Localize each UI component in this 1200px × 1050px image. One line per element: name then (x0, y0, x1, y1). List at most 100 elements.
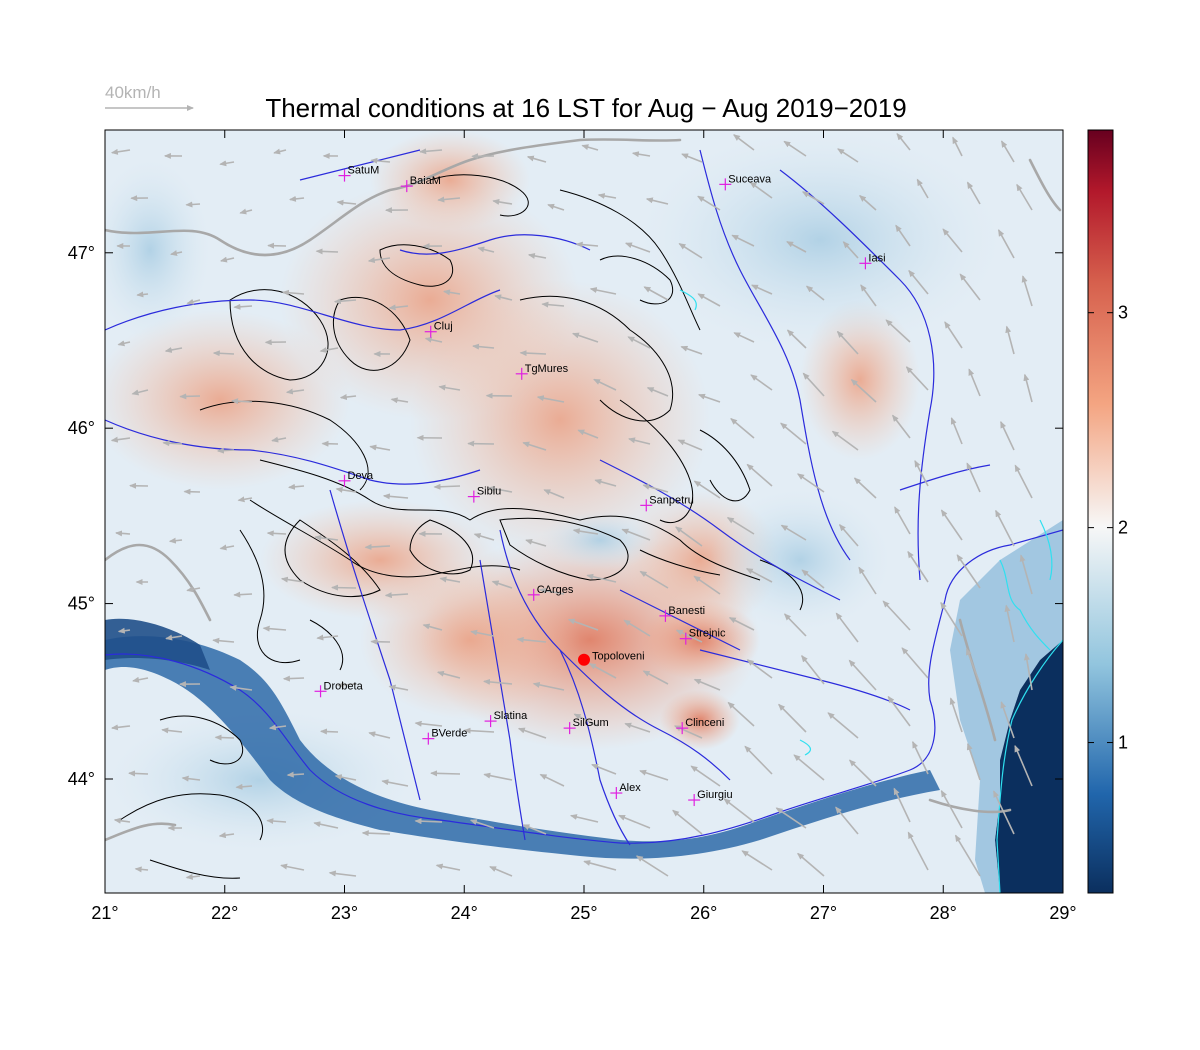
station-label: Sanpetru (649, 494, 694, 506)
station-marker: Deva (338, 470, 375, 487)
wind-arrow (492, 198, 513, 205)
wind-arrow (940, 601, 963, 637)
station-label: Clinceni (685, 717, 724, 729)
wind-arrow (132, 676, 149, 683)
wind-arrow (583, 860, 617, 871)
wind-arrow (128, 770, 149, 777)
x-tick-label: 25° (570, 903, 597, 923)
wind-arrow (643, 286, 669, 301)
x-tick-label: 22° (211, 903, 238, 923)
station-markers: SatuM BaiaM Suceava Iasi Cluj TgMures Deva Sibi… (314, 165, 886, 807)
y-tick-label: 44° (68, 769, 95, 789)
wind-arrow (1014, 744, 1033, 787)
wind-arrow (286, 771, 305, 778)
x-tick-label: 29° (1049, 903, 1076, 923)
wind-arrow (997, 229, 1015, 259)
wind-arrow (436, 670, 461, 679)
wind-arrow (572, 528, 599, 535)
wind-arrow (433, 483, 461, 490)
wind-arrow (593, 378, 617, 391)
y-tick-label: 45° (68, 594, 95, 614)
wind-arrow (110, 148, 131, 155)
wind-arrow (361, 830, 391, 837)
wind-arrow (414, 720, 443, 727)
wind-arrow (1000, 701, 1015, 739)
wind-arrow (836, 330, 859, 355)
wind-arrow (895, 224, 911, 247)
wind-arrow (639, 769, 669, 781)
wind-arrow (463, 727, 495, 734)
wind-arrow (1019, 554, 1033, 595)
wind-arrow (858, 566, 877, 595)
colorbar-tick-label: 2 (1118, 518, 1128, 538)
wind-arrow (940, 509, 963, 541)
station-marker: BaiaM (400, 175, 441, 193)
wind-arrow (905, 366, 929, 391)
wind-arrow (892, 414, 911, 439)
wind-arrow (111, 724, 131, 731)
colorbar-ticks: 1 2 3 (1088, 303, 1128, 753)
wind-arrow (672, 809, 703, 835)
wind-arrow (316, 634, 339, 641)
wind-arrow (885, 319, 911, 343)
wind-arrow (645, 197, 669, 205)
wind-arrow (635, 855, 669, 877)
wind-arrow (793, 754, 825, 781)
x-tick-label: 23° (331, 903, 358, 923)
wind-arrow (1000, 420, 1015, 451)
wind-arrow (853, 477, 877, 499)
wind-arrow (1004, 604, 1015, 643)
wind-arrow (797, 473, 825, 493)
wind-arrow (525, 538, 547, 547)
wind-arrow (678, 243, 703, 259)
wind-arrow (280, 863, 305, 871)
wind-arrow (835, 612, 859, 643)
wind-arrow (627, 336, 651, 349)
wind-arrow (952, 136, 963, 157)
wind-arrow (801, 655, 825, 685)
wind-arrow (516, 636, 547, 643)
wind-arrow (746, 659, 773, 679)
colorbar: 1 2 3 (1087, 129, 1128, 894)
wind-arrow (693, 575, 721, 595)
wind-arrow (992, 790, 1015, 835)
wind-arrow (838, 524, 859, 547)
wind-arrow (115, 530, 131, 537)
wind-arrow (907, 831, 929, 871)
station-marker: Sanpetru (640, 494, 694, 512)
wind-arrow (477, 246, 495, 253)
wind-arrow (186, 298, 201, 305)
wind-arrow (233, 303, 253, 310)
wind-arrow (522, 441, 547, 451)
wind-arrow (285, 388, 305, 395)
wind-arrow (337, 681, 357, 688)
wind-arrow (623, 619, 651, 637)
chart-title: Thermal conditions at 16 LST for Aug − A… (265, 93, 906, 123)
wind-arrow (588, 663, 617, 679)
station-marker: Banesti (659, 605, 705, 622)
station-label: Banesti (668, 605, 705, 617)
wind-arrow (723, 798, 755, 823)
wind-arrow (483, 772, 513, 781)
wind-arrow (165, 634, 183, 641)
wind-arrow (543, 489, 565, 499)
wind-arrow (741, 850, 773, 871)
wind-arrow (697, 195, 721, 211)
wind-arrow (134, 866, 149, 873)
wind-arrow (675, 526, 703, 547)
station-label: Deva (348, 470, 375, 482)
wind-arrow (266, 818, 287, 825)
colorbar-tick-label: 1 (1118, 733, 1128, 753)
map-panel (105, 130, 1063, 893)
wind-arrow (956, 554, 981, 589)
wind-arrow (424, 336, 443, 343)
wind-arrow (233, 591, 253, 598)
wind-arrow (161, 727, 183, 734)
wind-arrow (778, 703, 807, 733)
wind-arrow (642, 483, 669, 493)
wind-arrow (430, 770, 461, 777)
wind-vector-field (110, 133, 1033, 880)
station-marker: Alex (610, 782, 641, 800)
wind-arrow (388, 304, 409, 311)
wind-arrow (439, 576, 461, 583)
